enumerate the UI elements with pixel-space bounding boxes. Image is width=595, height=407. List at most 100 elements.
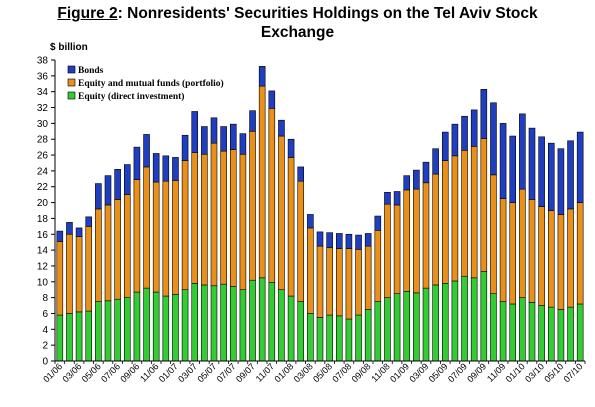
bar-segment-bonds bbox=[297, 166, 305, 182]
bar-segment-bonds bbox=[220, 126, 227, 152]
bar-segment-direct bbox=[152, 291, 160, 362]
bar-segment-bonds bbox=[509, 135, 517, 203]
bar-segment-direct bbox=[56, 314, 64, 362]
bar-segment-direct bbox=[220, 283, 227, 362]
bar-segment-bonds bbox=[374, 215, 382, 231]
bar-segment-bonds bbox=[210, 117, 218, 144]
bar-segment-direct bbox=[355, 314, 362, 362]
bar-segment-bonds bbox=[258, 66, 266, 87]
bar-segment-direct bbox=[422, 287, 430, 362]
bar-segment-direct bbox=[393, 293, 401, 362]
bar-segment-portfolio bbox=[287, 157, 295, 297]
bar-segment-portfolio bbox=[355, 249, 362, 316]
axes bbox=[51, 59, 586, 364]
bar-segment-direct bbox=[384, 297, 391, 362]
bar-segment-direct bbox=[172, 294, 179, 362]
bar-segment-bonds bbox=[528, 127, 536, 200]
x-tick-label: 11/07 bbox=[254, 361, 277, 384]
bar-segment-bonds bbox=[114, 169, 121, 200]
bar-segment-portfolio bbox=[374, 230, 382, 302]
bar-segment-portfolio bbox=[519, 188, 526, 298]
bar-segment-direct bbox=[201, 284, 208, 362]
bar-segment-direct bbox=[268, 282, 276, 362]
bar-segment-bonds bbox=[85, 216, 93, 227]
bar-segment-bonds bbox=[287, 138, 295, 158]
bar-segment-bonds bbox=[499, 123, 507, 199]
y-tick-label: 2 bbox=[42, 341, 48, 352]
bar-segment-direct bbox=[480, 271, 488, 362]
x-tick-label: 07/09 bbox=[446, 361, 469, 384]
bar-segment-bonds bbox=[461, 115, 468, 151]
bar-segment-portfolio bbox=[470, 146, 478, 279]
x-tick-label: 01/07 bbox=[157, 361, 180, 384]
bar-segment-direct bbox=[470, 277, 478, 362]
x-tick-label: 05/08 bbox=[311, 361, 334, 384]
bar-segment-bonds bbox=[355, 234, 362, 250]
bar-segment-portfolio bbox=[576, 202, 584, 305]
x-tick-label: 09/06 bbox=[118, 361, 141, 384]
bar-segment-portfolio bbox=[499, 198, 507, 302]
bar-segment-bonds bbox=[307, 214, 314, 229]
bar-segment-direct bbox=[413, 292, 420, 362]
bar-segment-bonds bbox=[432, 148, 439, 175]
y-tick-label: 32 bbox=[37, 103, 49, 114]
bar-segment-portfolio bbox=[480, 138, 488, 272]
bar-segment-direct bbox=[567, 306, 574, 362]
bar-segment-portfolio bbox=[229, 149, 237, 287]
bar-segment-bonds bbox=[547, 142, 555, 211]
bar-segment-direct bbox=[191, 283, 199, 362]
bar-segment-direct bbox=[104, 300, 112, 362]
bar-segment-bonds bbox=[66, 222, 73, 235]
bar-segment-direct bbox=[432, 284, 439, 362]
bar-segment-portfolio bbox=[239, 153, 247, 291]
bar-segment-bonds bbox=[441, 131, 449, 161]
x-tick-label: 11/08 bbox=[369, 361, 392, 384]
bar-segment-portfolio bbox=[393, 204, 401, 294]
bar-segment-bonds bbox=[384, 191, 391, 205]
bar-segment-portfolio bbox=[152, 181, 160, 293]
bar-segment-bonds bbox=[345, 233, 353, 249]
bar-segment-portfolio bbox=[268, 108, 276, 283]
bar-segment-direct bbox=[326, 314, 333, 362]
bar-segment-portfolio bbox=[345, 248, 353, 320]
y-tick-label: 36 bbox=[37, 71, 49, 82]
bar-segment-portfolio bbox=[384, 203, 391, 298]
bar-segment-direct bbox=[519, 297, 526, 362]
bar-segment-direct bbox=[181, 289, 189, 362]
bar-segment-portfolio bbox=[191, 152, 199, 284]
bar-segment-bonds bbox=[326, 232, 333, 249]
bar-segment-direct bbox=[374, 301, 382, 362]
bar-segment-portfolio bbox=[528, 199, 536, 303]
bar-segment-direct bbox=[557, 309, 565, 362]
bar-segment-bonds bbox=[451, 123, 459, 157]
bar-segment-portfolio bbox=[95, 208, 102, 302]
bar-segment-bonds bbox=[335, 233, 343, 249]
x-tick-label: 03/08 bbox=[292, 361, 315, 384]
bar-segment-bonds bbox=[364, 233, 372, 247]
legend-label: Bonds bbox=[78, 66, 104, 76]
bar-segment-portfolio bbox=[181, 160, 189, 291]
bar-segment-bonds bbox=[519, 113, 526, 190]
y-tick-label: 26 bbox=[37, 151, 49, 162]
bar-segment-direct bbox=[143, 287, 150, 362]
y-tick-label: 10 bbox=[37, 277, 49, 288]
y-tick-label: 18 bbox=[37, 214, 49, 225]
bar-segment-bonds bbox=[249, 110, 256, 132]
bar-segment-bonds bbox=[268, 90, 276, 109]
x-tick-label: 05/07 bbox=[195, 361, 218, 384]
bar-segment-direct bbox=[287, 295, 295, 362]
bar-segment-portfolio bbox=[201, 153, 208, 286]
bar-segment-direct bbox=[403, 290, 411, 362]
bar-segment-portfolio bbox=[104, 204, 112, 302]
legend-swatch bbox=[67, 78, 76, 87]
bar-segment-portfolio bbox=[509, 202, 517, 305]
bar-segment-bonds bbox=[123, 164, 131, 195]
bar-segment-portfolio bbox=[297, 180, 305, 302]
bar-segment-bonds bbox=[95, 183, 102, 210]
bar-segment-portfolio bbox=[422, 182, 430, 289]
bar-segment-bonds bbox=[422, 161, 430, 184]
legend-swatch bbox=[67, 91, 76, 100]
y-tick-label: 14 bbox=[37, 246, 49, 257]
y-tick-label: 24 bbox=[37, 166, 49, 177]
bar-segment-portfolio bbox=[249, 130, 256, 281]
